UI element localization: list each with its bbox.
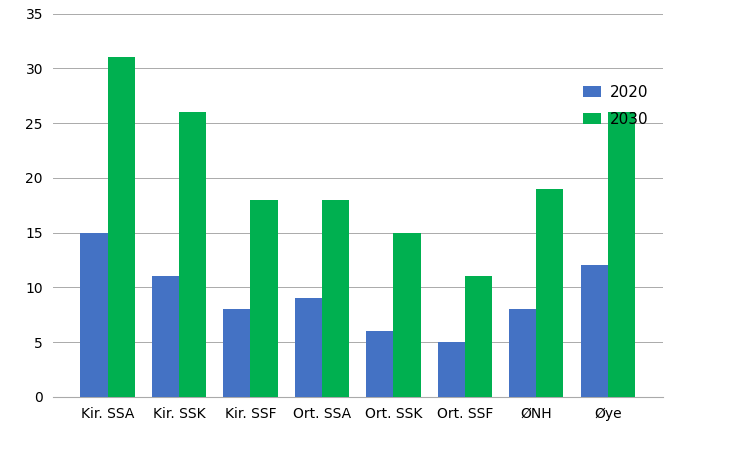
Bar bbox=[465, 276, 492, 397]
Bar bbox=[108, 57, 135, 397]
Bar bbox=[509, 309, 536, 397]
Bar bbox=[608, 112, 635, 397]
Bar bbox=[322, 200, 349, 397]
Bar bbox=[393, 233, 421, 397]
Bar bbox=[152, 276, 179, 397]
Bar bbox=[251, 200, 278, 397]
Bar bbox=[294, 298, 322, 397]
Bar bbox=[437, 342, 465, 397]
Bar bbox=[536, 189, 563, 397]
Bar bbox=[366, 331, 393, 397]
Legend: 2020, 2030: 2020, 2030 bbox=[577, 78, 655, 133]
Bar bbox=[581, 266, 608, 397]
Bar bbox=[81, 233, 108, 397]
Bar bbox=[224, 309, 251, 397]
Bar bbox=[179, 112, 206, 397]
